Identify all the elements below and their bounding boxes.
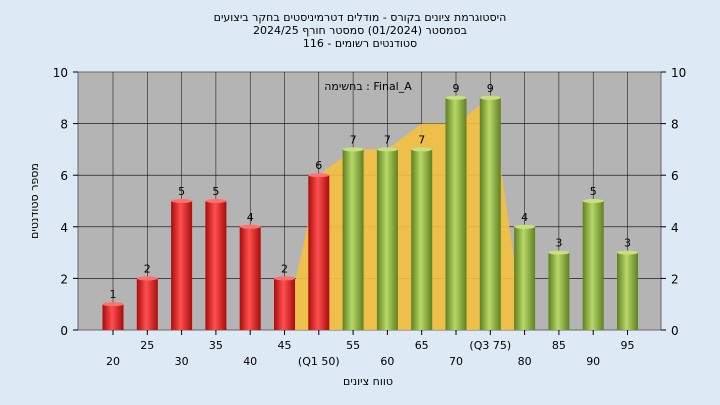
bar-cap-60 — [376, 147, 398, 152]
x-tick-label-45: 45 — [278, 339, 292, 352]
x-tick-label-90: 90 — [586, 355, 600, 368]
x-tick-label-55: 55 — [346, 339, 360, 352]
bar-90 — [582, 201, 604, 330]
data-label-55: 7 — [350, 133, 357, 146]
bar-cap-95 — [617, 250, 638, 255]
bar-70 — [445, 97, 467, 330]
y-tick-label-right: 0 — [671, 324, 679, 338]
bar-25 — [136, 278, 158, 330]
x-tick-label-30: 30 — [175, 355, 189, 368]
bar-40 — [239, 226, 261, 330]
bar-60 — [376, 149, 398, 330]
x-tick-label-60: 60 — [380, 355, 394, 368]
bar-80 — [514, 226, 536, 330]
y-tick-label-left: 6 — [60, 169, 68, 183]
y-tick-label-right: 2 — [671, 272, 679, 286]
x-tick-label-35: 35 — [209, 339, 223, 352]
bar-cap-25 — [136, 276, 158, 281]
data-label-30: 5 — [178, 185, 185, 198]
bar-cap-50 — [308, 173, 330, 178]
bar-95 — [617, 252, 638, 330]
bar-cap-30 — [171, 199, 193, 203]
x-tick-label-70: 70 — [449, 355, 463, 368]
data-label-80: 4 — [521, 211, 528, 224]
x-tick-label-40: 40 — [243, 355, 257, 368]
data-label-70: 9 — [453, 82, 460, 95]
bar-cap-35 — [205, 199, 227, 203]
bar-cap-85 — [548, 250, 570, 255]
data-label-25: 2 — [144, 262, 151, 275]
bar-55 — [342, 149, 364, 330]
bar-cap-65 — [411, 147, 433, 152]
y-tick-label-right: 6 — [671, 169, 679, 183]
data-label-45: 2 — [281, 262, 288, 275]
data-label-35: 5 — [212, 185, 219, 198]
bar-85 — [548, 252, 570, 330]
y-axis-label: מספר סטודנטים — [28, 163, 41, 239]
data-label-40: 4 — [247, 211, 254, 224]
bar-35 — [205, 201, 227, 330]
bar-cap-45 — [274, 276, 295, 281]
data-label-60: 7 — [384, 133, 391, 146]
y-tick-label-left: 2 — [60, 272, 68, 286]
x-tick-label-20: 20 — [106, 355, 120, 368]
y-tick-label-left: 0 — [60, 324, 68, 338]
bar-cap-70 — [445, 95, 467, 100]
y-tick-label-right: 8 — [671, 118, 679, 132]
x-tick-label-85: 85 — [552, 339, 566, 352]
bar-cap-55 — [342, 147, 364, 152]
data-label-90: 5 — [590, 185, 597, 198]
y-tick-label-right: 10 — [671, 66, 686, 80]
y-tick-label-right: 4 — [671, 221, 679, 235]
bar-50 — [308, 175, 330, 330]
y-tick-label-left: 4 — [60, 221, 68, 235]
chart-subtitle: בסמסטר (01/2024) סמסטר חורף 2024/25 — [253, 24, 467, 37]
bar-65 — [411, 149, 433, 330]
bar-75 — [479, 97, 501, 330]
bar-cap-40 — [239, 224, 261, 229]
y-tick-label-left: 8 — [60, 118, 68, 132]
x-tick-label-75: (Q3 75) — [469, 339, 511, 352]
data-label-65: 7 — [418, 133, 425, 146]
x-tick-label-80: 80 — [518, 355, 532, 368]
data-label-95: 3 — [624, 237, 631, 250]
bar-cap-90 — [582, 199, 604, 203]
chart-annotation: בחשימה : Final_A — [324, 80, 412, 93]
y-tick-label-left: 10 — [53, 66, 68, 80]
bar-45 — [274, 278, 295, 330]
x-tick-label-25: 25 — [140, 339, 154, 352]
bar-30 — [171, 201, 193, 330]
chart-note: סטודנטים רשומים - 116 — [302, 37, 418, 50]
x-tick-label-65: 65 — [415, 339, 429, 352]
data-label-75: 9 — [487, 82, 494, 95]
data-label-20: 1 — [110, 288, 117, 301]
bar-cap-20 — [102, 302, 124, 307]
data-label-50: 6 — [315, 159, 322, 172]
x-tick-label-50: (Q1 50) — [298, 355, 340, 368]
bar-cap-75 — [479, 95, 501, 100]
bar-cap-80 — [514, 224, 536, 229]
x-tick-label-95: 95 — [621, 339, 635, 352]
data-label-85: 3 — [555, 237, 562, 250]
bar-20 — [102, 304, 124, 330]
chart-title: היסטוגרמת ציונים בקורס - מודלים דטרמיניס… — [213, 11, 507, 24]
x-axis-label: טווח ציונים — [343, 375, 393, 388]
